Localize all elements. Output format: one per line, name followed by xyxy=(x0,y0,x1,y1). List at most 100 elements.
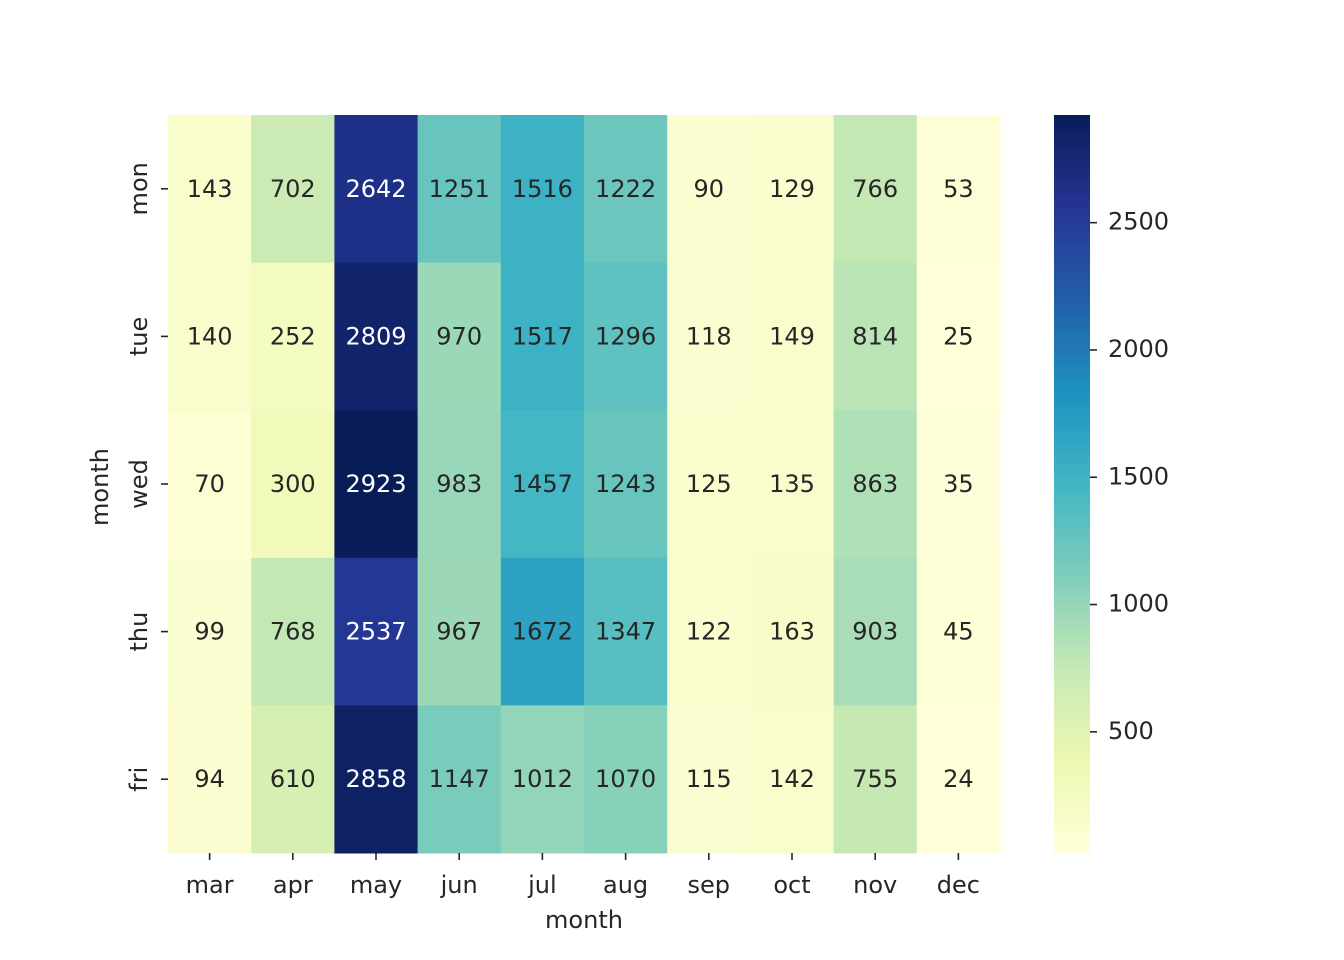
cell-value-label: 143 xyxy=(187,175,233,203)
cell-value-label: 94 xyxy=(194,765,225,793)
heatmap-cell xyxy=(833,705,918,854)
cell-value-label: 768 xyxy=(270,618,316,646)
cell-value-label: 970 xyxy=(436,322,482,350)
y-tick-label: fri xyxy=(125,767,153,792)
colorbar-gradient xyxy=(1054,115,1090,853)
cell-value-label: 35 xyxy=(943,470,974,498)
heatmap-cell xyxy=(916,557,1001,706)
cell-value-label: 2642 xyxy=(345,175,406,203)
heatmap-cell xyxy=(417,410,502,559)
cell-value-label: 125 xyxy=(686,470,732,498)
y-tick-label: mon xyxy=(125,162,153,215)
heatmap-cells xyxy=(168,115,1001,854)
heatmap-cell xyxy=(750,705,835,854)
x-tick-label: nov xyxy=(853,871,897,899)
y-tick-label: wed xyxy=(125,459,153,509)
heatmap-cell xyxy=(667,410,751,559)
cell-value-label: 1243 xyxy=(595,470,656,498)
cell-value-label: 766 xyxy=(852,175,898,203)
heatmap-cell xyxy=(833,115,918,264)
cell-value-label: 2858 xyxy=(345,765,406,793)
x-tick-label: dec xyxy=(937,871,980,899)
heatmap-cell xyxy=(251,115,335,264)
heatmap-cell xyxy=(750,410,835,559)
x-tick-label: jun xyxy=(440,871,478,899)
colorbar-tick-label: 2500 xyxy=(1108,208,1169,236)
cell-value-label: 1296 xyxy=(595,322,656,350)
cell-value-label: 135 xyxy=(769,470,815,498)
colorbar-tick-label: 500 xyxy=(1108,717,1154,745)
cell-value-label: 1672 xyxy=(512,618,573,646)
y-axis-label: month xyxy=(86,448,114,526)
cell-value-label: 2923 xyxy=(345,470,406,498)
cell-value-label: 118 xyxy=(686,322,732,350)
cell-value-label: 115 xyxy=(686,765,732,793)
colorbar-tick-label: 2000 xyxy=(1108,335,1169,363)
heatmap-cell xyxy=(584,410,668,559)
heatmap-cell xyxy=(667,557,751,706)
cell-value-label: 1251 xyxy=(429,175,490,203)
cell-value-label: 1070 xyxy=(595,765,656,793)
heatmap-cell xyxy=(750,262,835,411)
heatmap-cell xyxy=(584,115,668,264)
cell-value-label: 1516 xyxy=(512,175,573,203)
cell-value-label: 149 xyxy=(769,322,815,350)
cell-value-label: 967 xyxy=(436,618,482,646)
heatmap-cell xyxy=(417,115,502,264)
heatmap-cell xyxy=(667,115,751,264)
heatmap-cell xyxy=(833,262,918,411)
cell-value-label: 300 xyxy=(270,470,316,498)
heatmap-cell xyxy=(916,705,1001,854)
cell-value-label: 122 xyxy=(686,618,732,646)
y-tick-label: thu xyxy=(125,612,153,652)
cell-value-label: 2537 xyxy=(345,618,406,646)
heatmap-cell xyxy=(168,262,252,411)
heatmap-cell xyxy=(500,262,585,411)
cell-value-label: 1012 xyxy=(512,765,573,793)
cell-value-label: 1222 xyxy=(595,175,656,203)
colorbar-ticks: 500 1000 1500 2000 2500 xyxy=(1090,208,1169,745)
heatmap-cell xyxy=(334,557,419,706)
heatmap-cell xyxy=(500,705,585,854)
cell-value-label: 983 xyxy=(436,470,482,498)
x-tick-label: jul xyxy=(527,871,557,899)
x-tick-label: may xyxy=(350,871,402,899)
heatmap-cell xyxy=(667,705,751,854)
heatmap-cell xyxy=(667,262,751,411)
cell-value-label: 1147 xyxy=(429,765,490,793)
heatmap-cell xyxy=(916,410,1001,559)
x-axis: mar apr may jun jul aug sep oct nov dec xyxy=(186,853,980,899)
cell-value-label: 70 xyxy=(194,470,225,498)
cell-value-label: 45 xyxy=(943,618,974,646)
heatmap-cell xyxy=(334,410,419,559)
heatmap-cell xyxy=(168,557,252,706)
x-axis-label: month xyxy=(545,906,623,934)
y-tick-label: tue xyxy=(125,317,153,356)
cell-value-label: 129 xyxy=(769,175,815,203)
heatmap-cell xyxy=(916,262,1001,411)
cell-value-label: 24 xyxy=(943,765,974,793)
cell-value-label: 1457 xyxy=(512,470,573,498)
heatmap-cell xyxy=(584,557,668,706)
heatmap-cell xyxy=(417,557,502,706)
cell-value-label: 90 xyxy=(694,175,725,203)
colorbar: 500 1000 1500 2000 2500 xyxy=(1054,115,1169,853)
heatmap-cell xyxy=(251,410,335,559)
colorbar-tick-label: 1000 xyxy=(1108,590,1169,618)
x-tick-label: oct xyxy=(773,871,810,899)
cell-value-label: 25 xyxy=(943,322,974,350)
cell-value-label: 99 xyxy=(194,618,225,646)
cell-value-label: 610 xyxy=(270,765,316,793)
heatmap-cell xyxy=(417,262,502,411)
x-tick-label: apr xyxy=(273,871,313,899)
heatmap-cell xyxy=(334,262,419,411)
cell-value-label: 252 xyxy=(270,322,316,350)
heatmap-cell xyxy=(584,262,668,411)
heatmap-cell xyxy=(750,557,835,706)
heatmap-cell xyxy=(750,115,835,264)
x-tick-label: sep xyxy=(688,871,731,899)
colorbar-tick-label: 1500 xyxy=(1108,462,1169,490)
cell-value-label: 53 xyxy=(943,175,974,203)
heatmap-cell xyxy=(251,705,335,854)
